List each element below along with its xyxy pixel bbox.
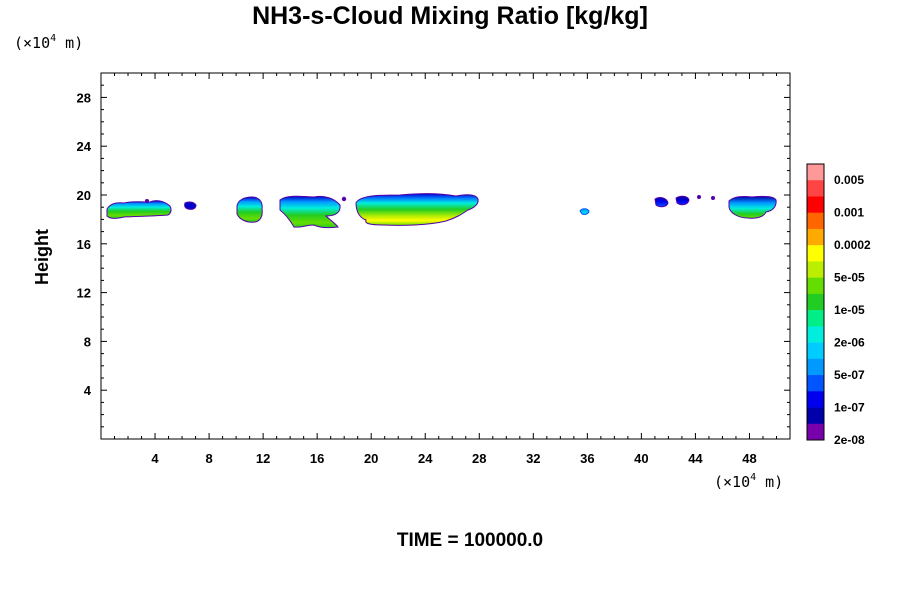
x-tick-label: 24 [418, 451, 433, 466]
colorbar-segment [807, 342, 824, 360]
chart-title: NH3-s-Cloud Mixing Ratio [kg/kg] [252, 2, 648, 30]
colorbar-label: 5e-05 [834, 271, 865, 285]
colorbar-segment [807, 391, 824, 408]
y-axis-unit: (×104 m) [14, 33, 84, 52]
colorbar-segment [807, 277, 824, 295]
colorbar-label: 2e-06 [834, 336, 865, 350]
x-axis-unit: (×104 m) [714, 472, 784, 491]
colorbar-segment [807, 245, 824, 262]
colorbar-segment [807, 358, 824, 376]
y-tick-label: 16 [77, 237, 91, 252]
colorbar-segment [807, 293, 824, 311]
cloud-dot-1 [145, 199, 149, 203]
colorbar-segment [807, 326, 824, 343]
colorbar-label: 5e-07 [834, 368, 865, 382]
y-tick-label: 12 [77, 286, 91, 301]
y-tick-label: 4 [84, 383, 92, 398]
cloud-patch-2 [184, 201, 197, 210]
colorbar-segment [807, 261, 824, 278]
x-tick-label: 4 [151, 451, 159, 466]
x-tick-label: 40 [634, 451, 648, 466]
y-tick-label: 20 [77, 188, 91, 203]
cloud-dot-2 [341, 196, 347, 202]
cloud-field [106, 193, 777, 229]
y-tick-label: 8 [84, 334, 91, 349]
x-tick-label: 44 [688, 451, 703, 466]
x-tick-label: 16 [310, 451, 324, 466]
colorbar-label: 1e-07 [834, 401, 865, 415]
time-label: TIME = 100000.0 [396, 530, 544, 551]
x-tick-label: 12 [256, 451, 270, 466]
cloud-patch-6 [579, 208, 590, 215]
x-tick-label: 48 [742, 451, 756, 466]
cloud-patch-8 [728, 195, 777, 219]
colorbar-segment [807, 423, 824, 441]
x-tick-label: 20 [364, 451, 378, 466]
colorbar-label: 0.0002 [834, 238, 871, 252]
axis-ticks [101, 73, 790, 439]
colorbar-label: 0.005 [834, 173, 864, 187]
x-tick-label: 28 [472, 451, 486, 466]
colorbar-segment [807, 407, 824, 425]
x-tick-label: 36 [580, 451, 594, 466]
y-axis-label: Height [32, 229, 52, 285]
cloud-dot-3 [697, 195, 701, 199]
colorbar-label: 2e-08 [834, 433, 865, 447]
cloud-patch-1 [106, 200, 172, 219]
colorbar-segment [807, 228, 824, 246]
colorbar-segment [807, 196, 824, 214]
colorbar-label: 1e-05 [834, 303, 865, 317]
colorbar-segment [807, 212, 824, 230]
colorbar-segment [807, 310, 824, 327]
cloud-dot-4 [711, 196, 715, 200]
y-tick-label: 24 [77, 139, 92, 154]
colorbar-segment [807, 180, 824, 197]
colorbar-segment [807, 164, 824, 181]
cloud-patch-3 [236, 196, 263, 223]
colorbar-label: 0.001 [834, 206, 864, 220]
x-tick-label: 8 [205, 451, 212, 466]
colorbar [806, 163, 825, 441]
cloud-patch-5 [355, 193, 479, 226]
cloud-patch-4 [279, 195, 341, 229]
y-tick-label: 28 [77, 90, 91, 105]
plot-frame [100, 72, 791, 440]
colorbar-labels: 0.005 0.001 0.0002 5e-05 1e-05 2e-06 5e-07 1e-0… [834, 173, 871, 447]
colorbar-frame [806, 163, 825, 441]
colorbar-segment [807, 375, 824, 392]
x-tick-label: 32 [526, 451, 540, 466]
cloud-patch-7 [654, 195, 690, 208]
